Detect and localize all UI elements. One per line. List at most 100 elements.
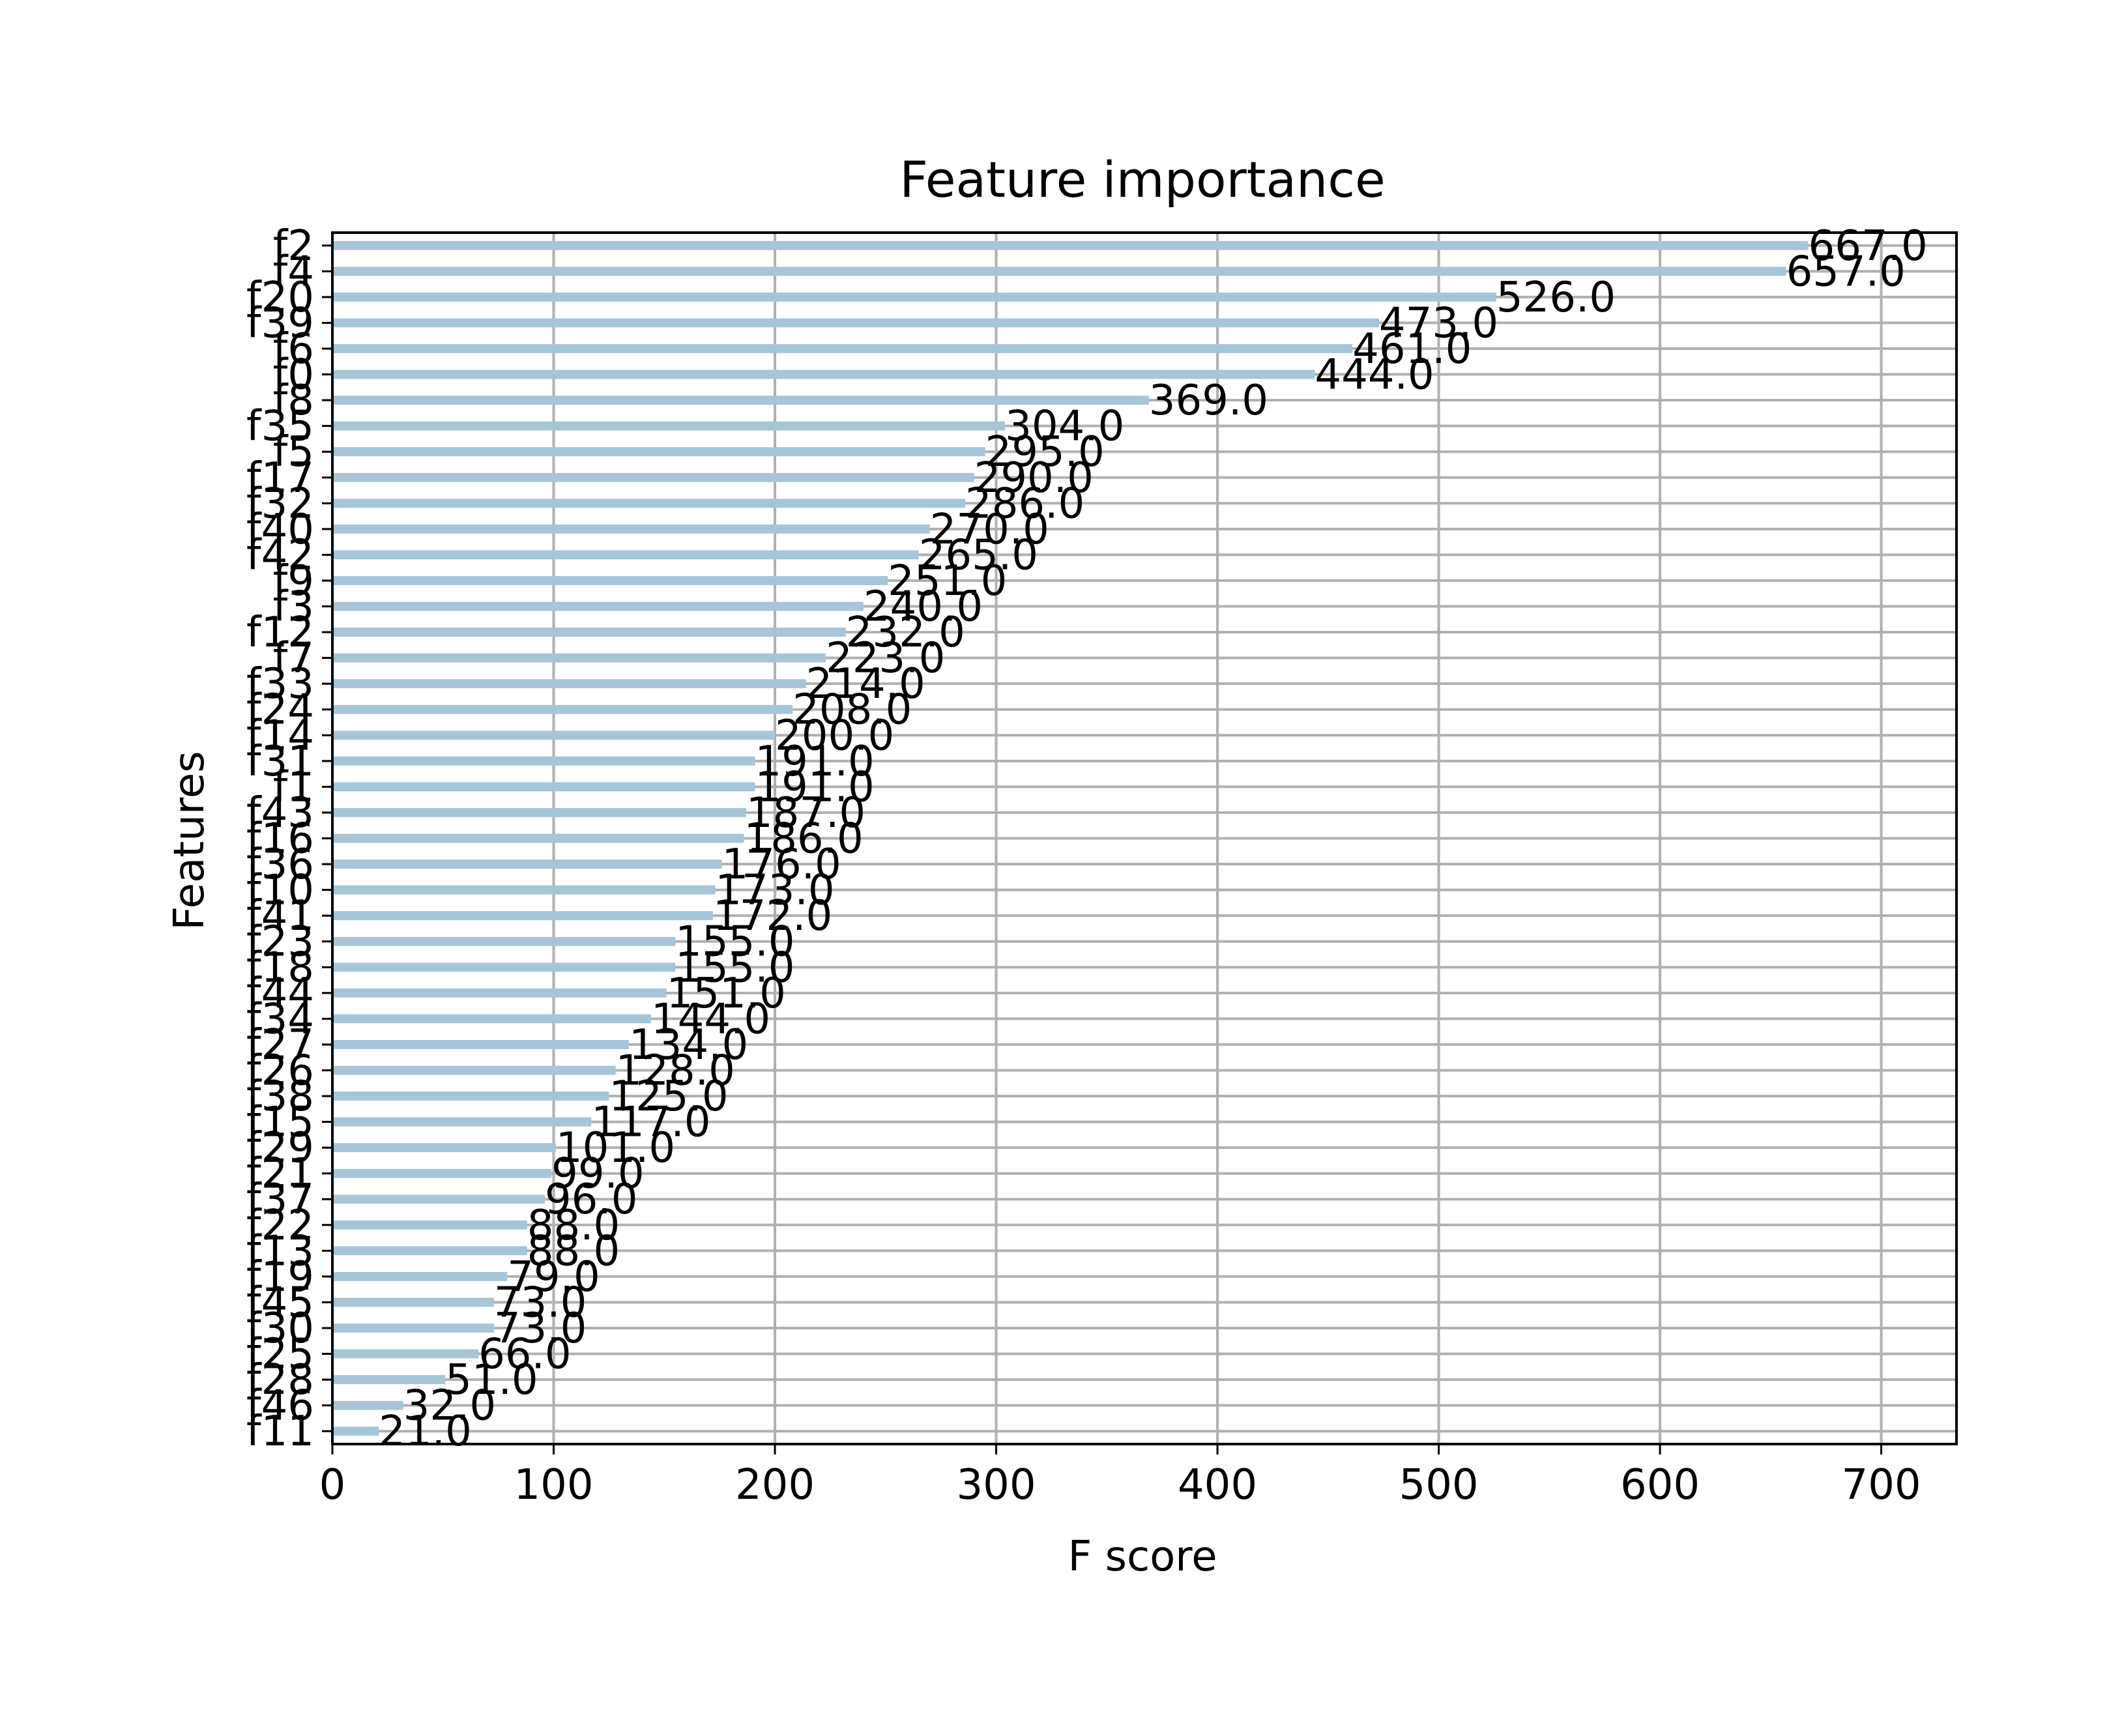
chart-title: Feature importance bbox=[899, 151, 1386, 209]
y-tick-label: f25 bbox=[246, 1331, 314, 1379]
bar-value-label: 88.0 bbox=[527, 1202, 620, 1250]
y-tick-label: f18 bbox=[246, 944, 314, 992]
y-tick-label: f44 bbox=[246, 970, 314, 1018]
y-tick-label: f37 bbox=[246, 1176, 314, 1224]
x-tick-label: 400 bbox=[1178, 1461, 1257, 1509]
y-tick-label: f12 bbox=[246, 609, 314, 657]
y-tick-label: f15 bbox=[246, 1099, 314, 1147]
bar-value-label: 191.0 bbox=[755, 763, 874, 811]
bar bbox=[332, 396, 1149, 405]
y-tick-label: f3 bbox=[273, 583, 314, 631]
bar bbox=[332, 1426, 379, 1436]
bar bbox=[332, 1143, 556, 1153]
x-tick-label: 100 bbox=[514, 1461, 593, 1509]
bar-value-label: 304.0 bbox=[1005, 403, 1124, 451]
y-tick-label: f32 bbox=[246, 480, 314, 528]
bar bbox=[332, 576, 888, 585]
bar-value-label: 144.0 bbox=[651, 995, 770, 1043]
y-tick-label: f35 bbox=[246, 403, 314, 451]
bar bbox=[332, 344, 1353, 353]
bar bbox=[332, 1168, 552, 1178]
bar-value-label: 214.0 bbox=[806, 660, 925, 708]
bar-value-label: 286.0 bbox=[965, 480, 1084, 528]
bar-value-label: 290.0 bbox=[974, 454, 1094, 502]
y-tick-label: f2 bbox=[273, 222, 314, 270]
bar bbox=[332, 885, 716, 895]
bar bbox=[332, 1092, 609, 1101]
bar-value-label: 73.0 bbox=[494, 1279, 587, 1327]
y-tick-label: f40 bbox=[246, 506, 314, 554]
bar bbox=[332, 1375, 446, 1385]
x-tick-label: 500 bbox=[1399, 1461, 1478, 1509]
y-tick-label: f36 bbox=[246, 841, 314, 889]
y-tick-label: f31 bbox=[246, 738, 314, 786]
bar-value-label: 526.0 bbox=[1496, 274, 1616, 322]
x-axis-label: F score bbox=[1068, 1533, 1217, 1581]
y-tick-label: f0 bbox=[273, 351, 314, 399]
y-tick-label: f42 bbox=[246, 531, 314, 579]
x-tick-label: 700 bbox=[1841, 1461, 1921, 1509]
bar bbox=[332, 318, 1379, 328]
bar bbox=[332, 782, 755, 792]
bar-value-label: 117.0 bbox=[591, 1099, 710, 1147]
bar bbox=[332, 369, 1315, 379]
bar bbox=[332, 1014, 651, 1024]
bar-value-label: 187.0 bbox=[746, 789, 865, 837]
bar bbox=[332, 756, 755, 766]
y-tick-label: f17 bbox=[246, 454, 314, 502]
x-tick-label: 300 bbox=[956, 1461, 1036, 1509]
bar bbox=[332, 1065, 616, 1075]
y-tick-label: f38 bbox=[246, 1073, 314, 1121]
bar bbox=[332, 988, 667, 998]
y-tick-label: f23 bbox=[246, 918, 314, 966]
bar bbox=[332, 704, 793, 714]
y-tick-label: f6 bbox=[273, 325, 314, 373]
bar-value-label: 155.0 bbox=[675, 918, 794, 966]
y-tick-label: f8 bbox=[273, 377, 314, 425]
bar-value-label: 79.0 bbox=[507, 1253, 600, 1301]
y-tick-label: f30 bbox=[246, 1305, 314, 1353]
y-tick-label: f11 bbox=[246, 1408, 314, 1456]
y-tick-label: f10 bbox=[246, 867, 314, 915]
bar bbox=[332, 1194, 545, 1204]
y-tick-label: f41 bbox=[246, 892, 314, 940]
bar-value-label: 32.0 bbox=[403, 1382, 497, 1430]
bar bbox=[332, 472, 974, 482]
bar-value-label: 73.0 bbox=[494, 1305, 587, 1353]
y-tick-label: f7 bbox=[273, 635, 314, 683]
y-tick-label: f19 bbox=[246, 1253, 314, 1301]
bar bbox=[332, 524, 930, 534]
bar-value-label: 369.0 bbox=[1149, 377, 1268, 425]
y-tick-label: f34 bbox=[246, 995, 314, 1043]
bar bbox=[332, 731, 776, 740]
bar bbox=[332, 447, 985, 457]
bar-value-label: 173.0 bbox=[715, 867, 834, 915]
y-tick-label: f13 bbox=[246, 1227, 314, 1275]
bar bbox=[332, 1400, 403, 1410]
bar-value-label: 240.0 bbox=[864, 583, 983, 631]
bar-value-label: 200.0 bbox=[775, 712, 894, 760]
y-tick-label: f39 bbox=[246, 299, 314, 347]
y-tick-label: f29 bbox=[246, 1124, 314, 1172]
bar bbox=[332, 808, 746, 817]
bar-value-label: 134.0 bbox=[629, 1021, 748, 1069]
bar-value-label: 232.0 bbox=[846, 609, 965, 657]
bar bbox=[332, 1220, 527, 1230]
bar-value-label: 667.0 bbox=[1809, 222, 1928, 270]
bar bbox=[332, 1246, 527, 1256]
bar bbox=[332, 1297, 494, 1307]
bar bbox=[332, 1117, 592, 1127]
y-tick-label: f21 bbox=[246, 1150, 314, 1198]
bar bbox=[332, 860, 722, 869]
bar-value-label: 125.0 bbox=[609, 1073, 728, 1121]
bar-value-label: 186.0 bbox=[744, 815, 863, 863]
bar-value-label: 444.0 bbox=[1315, 351, 1434, 399]
bar-value-label: 176.0 bbox=[722, 841, 841, 889]
bar-value-label: 295.0 bbox=[985, 428, 1105, 476]
bar bbox=[332, 267, 1786, 276]
bar-value-label: 251.0 bbox=[888, 557, 1007, 605]
y-tick-label: f5 bbox=[273, 428, 314, 476]
bar bbox=[332, 550, 919, 560]
y-tick-label: f22 bbox=[246, 1202, 314, 1250]
